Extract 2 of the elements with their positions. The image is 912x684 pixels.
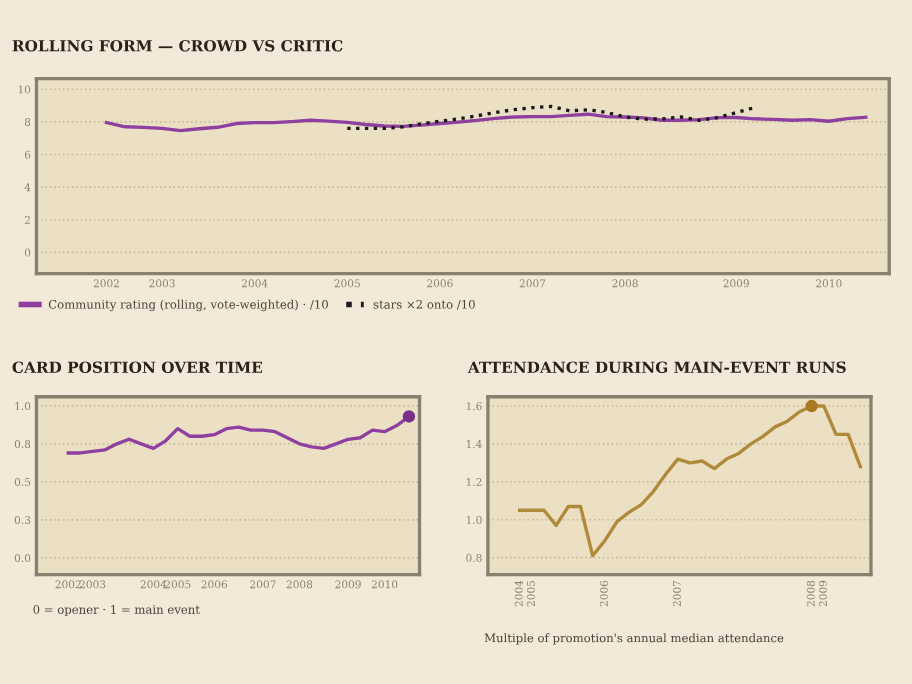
line-series [345,104,757,131]
line-series [104,112,868,133]
